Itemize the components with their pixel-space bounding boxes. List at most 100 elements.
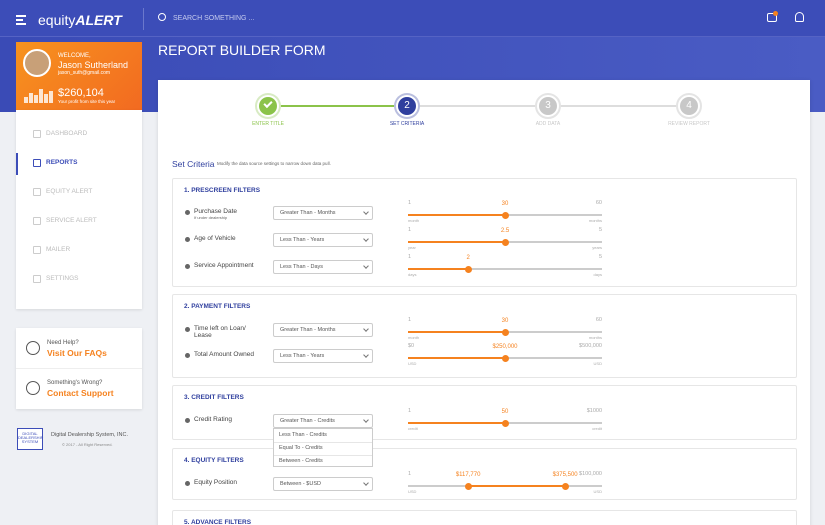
user-email: jason_suth@gmail.com (58, 70, 111, 76)
step-ring: 3 (535, 93, 561, 119)
select-caret (363, 263, 369, 269)
nav-icon (33, 217, 41, 225)
slider-max: 5 (598, 227, 602, 233)
select[interactable]: Less Than - Years (273, 233, 373, 247)
slider-value: 30 (501, 201, 509, 207)
step-ring: 2 (394, 93, 420, 119)
step-circle: 4 (680, 97, 698, 115)
slider-min-unit: credit (408, 426, 418, 431)
menu-icon[interactable] (16, 15, 26, 17)
chart-icon (39, 89, 43, 103)
search-icon (158, 13, 166, 21)
select-value: Less Than - Years (280, 237, 325, 243)
slider-knob[interactable] (501, 419, 509, 427)
slider-min: 1 (408, 408, 412, 414)
nav-item[interactable]: EQUITY ALERT (46, 188, 93, 195)
notification-icon[interactable] (767, 13, 777, 22)
search-input[interactable]: SEARCH SOMETHING ... (173, 15, 255, 22)
slider-fill (468, 485, 566, 487)
select-value: Between - $USD (280, 481, 321, 487)
page-title: REPORT BUILDER FORM (158, 42, 326, 58)
dropdown-option[interactable]: Equal To - Credits (279, 445, 323, 451)
help-link[interactable]: Contact Support (47, 388, 114, 398)
section-title: 3. CREDIT FILTERS (184, 394, 244, 401)
slider-knob[interactable] (464, 265, 472, 273)
slider-value: 30 (501, 318, 509, 324)
user-icon[interactable] (795, 12, 804, 22)
option-divider (274, 442, 372, 443)
help-icon (26, 381, 40, 395)
slider-knob[interactable] (501, 354, 509, 362)
select[interactable]: Less Than - Years (273, 349, 373, 363)
help-question: Need Help? (47, 340, 79, 346)
slider-max: 60 (595, 317, 602, 323)
nav-item[interactable]: SETTINGS (46, 275, 79, 282)
row-label: Age of Vehicle (194, 235, 236, 242)
step-label: ADD DATA (535, 121, 561, 127)
main-card: ENTER TITLE 2 SET CRITERIA 3 ADD DATA 4 REVIEW… (158, 80, 810, 525)
slider-min: 1 (408, 200, 412, 206)
info-icon (185, 481, 190, 486)
info-icon (185, 210, 190, 215)
slider-min: $0 (408, 343, 415, 349)
row-label: Service Appointment (194, 262, 254, 269)
slider-fill (408, 331, 505, 333)
select[interactable]: Less Than - Days (273, 260, 373, 274)
slider-min-unit: USD (408, 361, 417, 366)
select-value: Greater Than - Credits (280, 418, 335, 424)
step-ring: 4 (676, 93, 702, 119)
progress-line (268, 105, 407, 107)
chart-icon (24, 97, 28, 103)
menu-icon[interactable] (16, 23, 26, 25)
slider-track (408, 268, 602, 270)
slider-min-unit: month (408, 218, 420, 223)
nav-item[interactable]: DASHBOARD (46, 130, 88, 137)
active-indicator (16, 153, 18, 175)
slider-knob[interactable] (464, 482, 472, 490)
slider-fill (408, 357, 505, 359)
dropdown-option[interactable]: Between - Credits (279, 458, 323, 464)
logo-light: equity (38, 12, 76, 28)
select-caret (363, 326, 369, 332)
profit-amount: $260,104 (58, 87, 104, 99)
select-caret (363, 352, 369, 358)
help-icon (26, 341, 40, 355)
slider-value: 50 (501, 409, 509, 415)
select-value: Greater Than - Months (280, 210, 336, 216)
nav-item[interactable]: REPORTS (46, 159, 78, 166)
footer-logo: DIGITAL DEALERSHIP SYSTEM (17, 428, 43, 450)
filter-section: 5. ADVANCE FILTERS (172, 510, 797, 525)
chart-icon (44, 94, 48, 103)
menu-icon[interactable] (16, 19, 23, 21)
row-label: Equity Position (194, 479, 237, 486)
nav-item[interactable]: SERVICE ALERT (46, 217, 97, 224)
select-value: Less Than - Years (280, 353, 325, 359)
criteria-title: Set Criteria (172, 159, 215, 169)
slider-knob[interactable] (501, 328, 509, 336)
slider-value: 2.5 (500, 228, 510, 234)
slider-knob[interactable] (501, 238, 509, 246)
help-question: Something's Wrong? (47, 380, 103, 386)
help-link[interactable]: Visit Our FAQs (47, 348, 107, 358)
slider-knob[interactable] (561, 482, 569, 490)
slider-max-unit: USD (593, 489, 602, 494)
row-sublabel: If under dealership (194, 215, 228, 220)
step-circle (259, 97, 277, 115)
dropdown-option[interactable]: Less Than - Credits (279, 432, 327, 438)
select[interactable]: Between - $USD (273, 477, 373, 491)
nav-item[interactable]: MAILER (46, 246, 71, 253)
filter-section: 1. PRESCREEN FILTERS Purchase Date If unde… (172, 178, 797, 287)
info-icon (185, 237, 190, 242)
select[interactable]: Greater Than - Months (273, 323, 373, 337)
select-value: Less Than - Days (280, 264, 324, 270)
greeting: WELCOME, (58, 53, 91, 59)
slider-fill (408, 268, 469, 270)
logo-bold: ALERT (75, 12, 122, 28)
select[interactable]: Greater Than - Credits (273, 414, 373, 428)
slider-knob[interactable] (501, 211, 509, 219)
filter-section: 2. PAYMENT FILTERS Time left on Loan/ Lea… (172, 294, 797, 378)
slider-value: $117,770 (455, 472, 481, 478)
select[interactable]: Greater Than - Months (273, 206, 373, 220)
slider-min-unit: days (408, 272, 417, 277)
